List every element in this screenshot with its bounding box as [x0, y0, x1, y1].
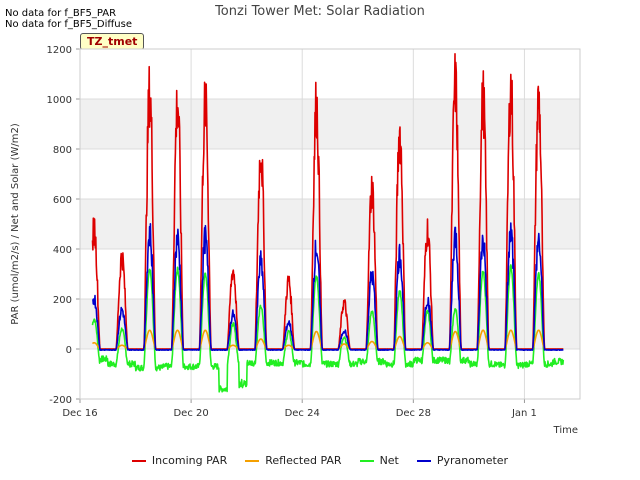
legend-label-reflected-par: Reflected PAR: [265, 454, 342, 467]
x-tick-label: Jan 1: [511, 408, 537, 419]
legend-swatch-pyranometer: [416, 459, 431, 462]
y-tick-label: 1000: [47, 95, 72, 106]
y-tick-label: 0: [66, 345, 72, 356]
no-data-note-diffuse: No data for f_BF5_Diffuse: [5, 19, 132, 30]
x-tick-label: Dec 20: [173, 408, 208, 419]
y-tick-label: 200: [53, 295, 72, 306]
y-tick-label: 600: [53, 195, 72, 206]
no-data-note-par: No data for f_BF5_PAR: [5, 8, 117, 19]
legend-label-net: Net: [379, 454, 399, 467]
x-tick-label: Dec 16: [62, 408, 97, 419]
x-tick-label: Dec 28: [396, 408, 431, 419]
plot-frame: [79, 48, 581, 400]
legend-item-pyranometer: Pyranometer: [416, 454, 509, 467]
legend: Incoming PAR Reflected PAR Net Pyranomet…: [0, 454, 640, 467]
legend-swatch-reflected-par: [245, 459, 260, 462]
y-tick-label: 1200: [47, 45, 72, 56]
series-line-net: [91, 264, 565, 393]
grid-band: [80, 99, 580, 149]
series-line-pyranometer: [92, 222, 564, 351]
y-axis-label: PAR (umol/m2/s) / Net and Solar (W/m2): [10, 123, 21, 325]
grid-band: [80, 299, 580, 349]
grid-band: [80, 199, 580, 249]
chart-title: Tonzi Tower Met: Solar Radiation: [215, 4, 425, 19]
site-badge: TZ_tmet: [80, 33, 145, 50]
legend-item-incoming-par: Incoming PAR: [131, 454, 228, 467]
legend-swatch-incoming-par: [131, 459, 146, 462]
x-axis-label: Time: [553, 425, 578, 436]
legend-label-incoming-par: Incoming PAR: [151, 454, 228, 467]
legend-swatch-net: [359, 459, 374, 462]
y-tick-label: 400: [53, 245, 72, 256]
legend-item-net: Net: [359, 454, 399, 467]
x-tick-label: Dec 24: [285, 408, 320, 419]
legend-label-pyranometer: Pyranometer: [436, 454, 509, 467]
legend-item-reflected-par: Reflected PAR: [245, 454, 342, 467]
y-tick-label: 800: [53, 145, 72, 156]
y-tick-label: -200: [49, 395, 72, 406]
